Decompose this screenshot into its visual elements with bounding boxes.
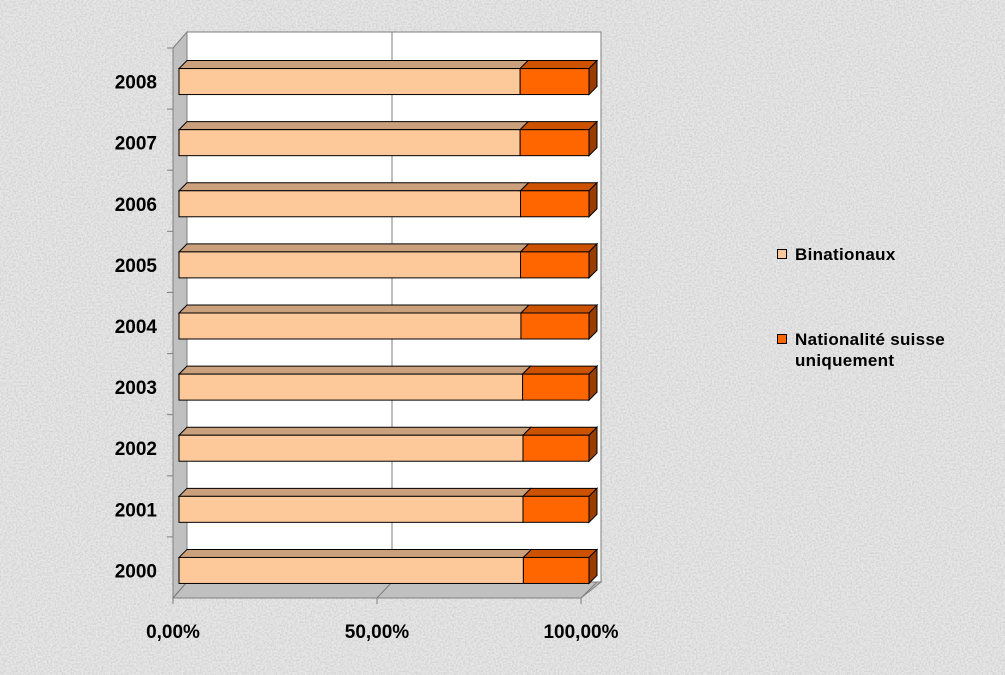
bar-binationaux-2000 (177, 548, 533, 584)
y-tick-label-2001: 2001 (115, 500, 158, 521)
bar-nationalite-suisse-uniquement-2003 (521, 364, 599, 402)
plot-floor (171, 581, 603, 599)
y-tick-label-2004: 2004 (115, 317, 158, 338)
y-tick-label-2002: 2002 (115, 439, 157, 460)
bar-side-face (588, 59, 598, 96)
bar-front-face (178, 68, 521, 96)
bar-front-face (178, 312, 522, 340)
y-tick-label-2007: 2007 (115, 134, 157, 155)
bar-nationalite-suisse-uniquement-2005 (519, 242, 599, 280)
bar-top-face (177, 60, 530, 70)
legend: Binationaux Nationalité suisse uniquemen… (777, 244, 987, 371)
bar-front-face (178, 434, 524, 462)
floor-gridline (580, 581, 598, 599)
bar-top-face (521, 426, 599, 436)
bar-binationaux-2003 (177, 365, 532, 401)
bar-side-face (588, 548, 598, 585)
bar-top-face (521, 487, 599, 497)
legend-swatch-nationalite-suisse (777, 334, 787, 344)
bar-top-face (177, 548, 533, 558)
floor-gridline (172, 581, 188, 599)
legend-swatch-binationaux (777, 249, 787, 259)
bar-top-face (519, 182, 599, 192)
bar-binationaux-2005 (177, 243, 530, 279)
bar-binationaux-2007 (177, 121, 530, 157)
legend-item-binationaux: Binationaux (777, 244, 987, 265)
bar-side-face (588, 242, 598, 280)
bar-front-face (178, 190, 522, 218)
bar-top-face (521, 365, 599, 375)
bar-nationalite-suisse-uniquement-2001 (521, 487, 599, 524)
bar-front-face (178, 251, 522, 279)
bar-front-face (520, 251, 590, 279)
y-tick-label-2000: 2000 (115, 561, 157, 582)
bar-top-face (177, 182, 530, 192)
bar-top-face (177, 487, 533, 497)
bar-binationaux-2002 (177, 426, 533, 462)
y-tick-label-2008: 2008 (115, 73, 157, 94)
bar-side-face (588, 181, 598, 218)
bar-side-face (588, 303, 598, 341)
x-axis-tick-labels: 0,00% 50,00% 100,00% (146, 622, 619, 643)
bar-top-face (177, 304, 531, 314)
bar-top-face (177, 243, 530, 253)
bar-top-face (177, 365, 532, 375)
floor-gridline (376, 581, 393, 599)
bar-nationalite-suisse-uniquement-2006 (519, 181, 599, 218)
bar-top-face (177, 426, 533, 436)
y-tick-label-2003: 2003 (115, 378, 157, 399)
bar-front-face (178, 495, 524, 523)
legend-label-binationaux: Binationaux (795, 245, 896, 264)
bar-nationalite-suisse-uniquement-2000 (522, 548, 599, 585)
bar-nationalite-suisse-uniquement-2002 (521, 426, 599, 463)
bar-top-face (177, 121, 530, 131)
bar-top-face (518, 60, 599, 70)
bar-binationaux-2006 (177, 182, 530, 218)
bar-binationaux-2008 (177, 60, 530, 96)
bar-front-face (520, 312, 590, 340)
bar-top-face (518, 121, 599, 131)
bar-front-face (520, 190, 590, 218)
legend-label-nationalite-suisse: Nationalité suisse uniquement (795, 330, 945, 370)
bar-nationalite-suisse-uniquement-2008 (518, 59, 599, 96)
bar-front-face (522, 373, 590, 401)
bar-side-face (588, 364, 598, 402)
bar-front-face (178, 373, 524, 401)
bar-side-face (588, 120, 598, 157)
y-axis-tick-labels: 2000 2001 2002 2003 2004 2005 2006 2007 2008 (115, 47, 173, 582)
bar-front-face (522, 434, 590, 462)
bar-top-face (519, 304, 599, 314)
bar-nationalite-suisse-uniquement-2004 (519, 303, 599, 341)
x-tick-label-0: 0,00% (146, 622, 200, 643)
legend-item-nationalite-suisse: Nationalité suisse uniquement (777, 329, 987, 371)
bar-top-face (519, 243, 599, 253)
x-tick-label-1: 50,00% (345, 622, 410, 643)
bar-binationaux-2001 (177, 487, 533, 523)
y-tick-label-2005: 2005 (115, 256, 158, 277)
bar-binationaux-2004 (177, 304, 531, 340)
bar-front-face (522, 495, 590, 523)
bar-side-face (588, 426, 598, 463)
y-tick-label-2006: 2006 (115, 195, 157, 216)
bar-nationalite-suisse-uniquement-2007 (518, 120, 599, 157)
bar-front-face (519, 68, 590, 96)
bar-top-face (522, 548, 599, 558)
bar-front-face (178, 129, 521, 157)
bar-side-face (588, 487, 598, 524)
bar-front-face (178, 556, 524, 584)
bars (177, 59, 599, 585)
x-tick-label-2: 100,00% (543, 622, 618, 643)
bar-front-face (522, 556, 590, 584)
bar-front-face (519, 129, 590, 157)
